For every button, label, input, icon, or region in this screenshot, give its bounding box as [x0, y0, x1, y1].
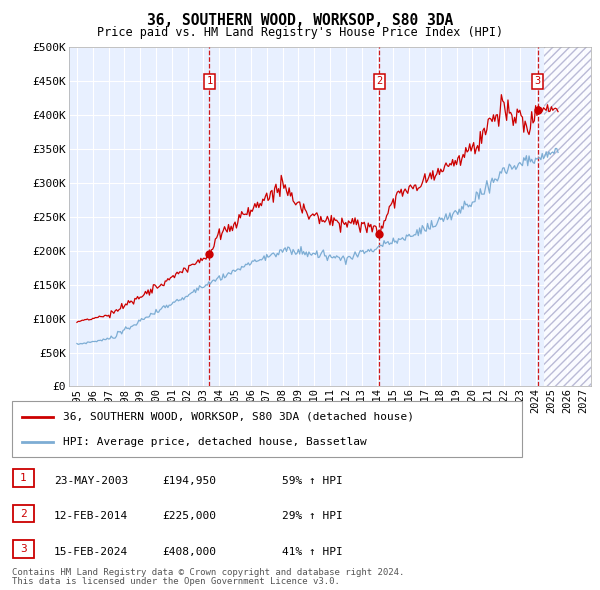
- Text: 1: 1: [20, 473, 27, 483]
- Text: 59% ↑ HPI: 59% ↑ HPI: [282, 476, 343, 486]
- Text: 23-MAY-2003: 23-MAY-2003: [54, 476, 128, 486]
- Text: 12-FEB-2014: 12-FEB-2014: [54, 512, 128, 521]
- Text: 36, SOUTHERN WOOD, WORKSOP, S80 3DA: 36, SOUTHERN WOOD, WORKSOP, S80 3DA: [147, 13, 453, 28]
- Text: Price paid vs. HM Land Registry's House Price Index (HPI): Price paid vs. HM Land Registry's House …: [97, 26, 503, 39]
- Text: 15-FEB-2024: 15-FEB-2024: [54, 547, 128, 556]
- Text: 2: 2: [20, 509, 27, 519]
- Text: 29% ↑ HPI: 29% ↑ HPI: [282, 512, 343, 521]
- Text: Contains HM Land Registry data © Crown copyright and database right 2024.: Contains HM Land Registry data © Crown c…: [12, 568, 404, 577]
- Text: £194,950: £194,950: [162, 476, 216, 486]
- Text: 1: 1: [206, 76, 212, 86]
- Text: 3: 3: [20, 544, 27, 554]
- Text: £225,000: £225,000: [162, 512, 216, 521]
- Text: £408,000: £408,000: [162, 547, 216, 556]
- Bar: [544, 47, 591, 386]
- Text: 2: 2: [376, 76, 382, 86]
- Text: HPI: Average price, detached house, Bassetlaw: HPI: Average price, detached house, Bass…: [63, 437, 367, 447]
- Text: This data is licensed under the Open Government Licence v3.0.: This data is licensed under the Open Gov…: [12, 577, 340, 586]
- Text: 3: 3: [535, 76, 541, 86]
- Text: 41% ↑ HPI: 41% ↑ HPI: [282, 547, 343, 556]
- Text: 36, SOUTHERN WOOD, WORKSOP, S80 3DA (detached house): 36, SOUTHERN WOOD, WORKSOP, S80 3DA (det…: [63, 412, 414, 422]
